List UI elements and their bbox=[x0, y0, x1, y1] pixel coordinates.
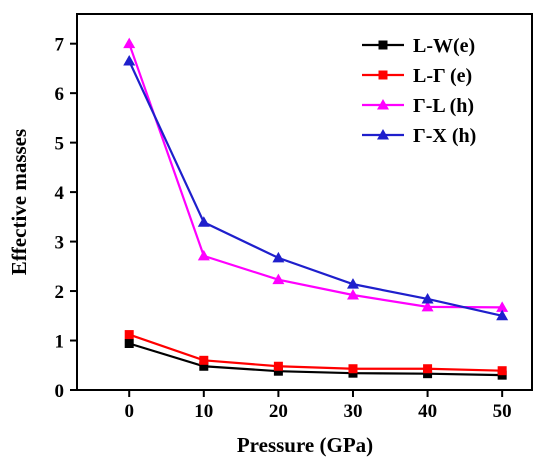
legend-label: Γ-L (h) bbox=[413, 95, 474, 117]
legend-marker bbox=[378, 40, 388, 50]
y-tick-label: 7 bbox=[55, 35, 65, 56]
x-axis-title: Pressure (GPa) bbox=[237, 433, 373, 457]
legend-marker bbox=[377, 129, 389, 140]
data-point bbox=[496, 309, 509, 321]
y-tick-label: 3 bbox=[55, 233, 65, 254]
legend-marker bbox=[378, 70, 388, 80]
series-layer bbox=[123, 37, 509, 380]
legend-item: Γ-L (h) bbox=[362, 95, 474, 117]
data-point bbox=[124, 330, 134, 340]
data-point bbox=[348, 364, 358, 374]
series-line bbox=[128, 60, 503, 317]
data-point bbox=[197, 216, 210, 227]
legend-item: L-Γ (e) bbox=[362, 65, 472, 87]
x-tick-label: 20 bbox=[269, 401, 288, 422]
data-point bbox=[123, 37, 136, 49]
x-tick-label: 30 bbox=[343, 401, 362, 422]
data-point bbox=[423, 364, 433, 374]
series-line bbox=[128, 43, 503, 309]
x-tick-label: 40 bbox=[418, 401, 437, 422]
data-point bbox=[273, 361, 283, 371]
data-point bbox=[123, 55, 136, 66]
series-line bbox=[128, 342, 503, 377]
x-tick-label: 10 bbox=[194, 401, 213, 422]
x-tick-label: 50 bbox=[493, 401, 512, 422]
series-3 bbox=[123, 55, 509, 321]
data-point bbox=[273, 366, 283, 376]
x-axis-ticks: 0 10 20 30 40 50 bbox=[124, 390, 512, 422]
data-point bbox=[496, 301, 509, 312]
data-point bbox=[199, 355, 209, 365]
legend-item: L-W(e) bbox=[362, 35, 475, 57]
plot-frame bbox=[76, 13, 533, 391]
series-2 bbox=[123, 37, 509, 312]
legend-marker bbox=[377, 99, 389, 110]
series-line bbox=[128, 333, 503, 372]
data-point bbox=[272, 251, 285, 263]
legend: L-W(e) L-Γ (e) Γ-L (h) Γ-X (h) bbox=[362, 35, 476, 147]
data-point bbox=[421, 292, 434, 304]
legend-label: Γ-X (h) bbox=[413, 125, 476, 147]
data-point bbox=[272, 273, 285, 285]
y-tick-label: 1 bbox=[55, 332, 65, 353]
y-tick-label: 0 bbox=[55, 381, 65, 402]
series-1 bbox=[124, 330, 507, 376]
y-axis-title: Effective masses bbox=[7, 129, 31, 275]
y-tick-label: 5 bbox=[55, 134, 65, 155]
data-point bbox=[124, 338, 134, 348]
data-point bbox=[346, 278, 359, 289]
data-point bbox=[197, 249, 210, 261]
legend-item: Γ-X (h) bbox=[362, 125, 476, 147]
data-point bbox=[421, 300, 434, 312]
legend-label: L-Γ (e) bbox=[413, 65, 472, 87]
data-point bbox=[423, 369, 433, 379]
y-tick-label: 4 bbox=[55, 183, 65, 204]
y-tick-label: 2 bbox=[55, 282, 65, 303]
y-tick-label: 6 bbox=[55, 84, 65, 105]
data-point bbox=[346, 289, 359, 300]
legend-label: L-W(e) bbox=[413, 35, 475, 57]
data-point bbox=[199, 361, 209, 371]
data-point bbox=[497, 366, 507, 376]
y-axis-ticks: 0 1 2 3 4 5 6 7 bbox=[55, 35, 77, 402]
x-tick-label: 0 bbox=[124, 401, 134, 422]
series-0 bbox=[124, 338, 507, 380]
